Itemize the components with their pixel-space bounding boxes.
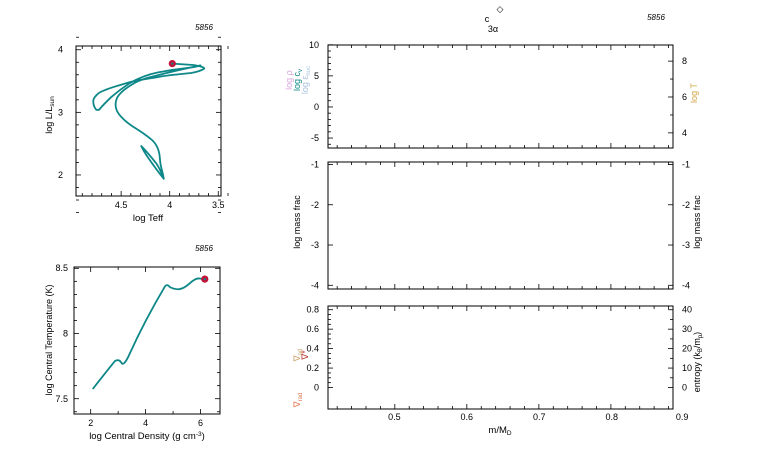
svg-text:8: 8: [682, 56, 687, 66]
svg-text:-1: -1: [682, 160, 690, 170]
svg-text:0.2: 0.2: [306, 363, 319, 373]
svg-text:-3: -3: [682, 240, 690, 250]
svg-text:log Central Temperature (K): log Central Temperature (K): [44, 285, 54, 396]
svg-text:-2: -2: [682, 200, 690, 210]
svg-text:0.8: 0.8: [605, 412, 618, 422]
svg-text:0.6: 0.6: [461, 412, 474, 422]
svg-text:4.5: 4.5: [115, 200, 128, 210]
svg-text:4: 4: [167, 200, 172, 210]
svg-text:log L/Lsun: log L/Lsun: [44, 96, 56, 134]
svg-text:c: c: [485, 14, 490, 24]
svg-text:4: 4: [682, 128, 687, 138]
svg-text:2: 2: [58, 170, 63, 180]
svg-text:0.6: 0.6: [306, 324, 319, 334]
svg-text:8.5: 8.5: [55, 263, 68, 273]
svg-text:-4: -4: [682, 280, 690, 290]
svg-text:∇*: ∇*: [300, 350, 310, 361]
svg-text:-1: -1: [311, 160, 319, 170]
svg-text:3: 3: [58, 107, 63, 117]
svg-text:◇: ◇: [497, 4, 504, 14]
svg-text:-3: -3: [311, 240, 319, 250]
svg-text:-2: -2: [311, 200, 319, 210]
svg-text:log Teff: log Teff: [133, 213, 164, 224]
svg-text:log T: log T: [689, 83, 699, 103]
svg-text:log mass frac: log mass frac: [692, 195, 702, 249]
svg-text:30: 30: [682, 324, 692, 334]
svg-text:0.5: 0.5: [388, 412, 401, 422]
svg-text:0: 0: [682, 383, 687, 393]
svg-text:4: 4: [143, 418, 148, 428]
svg-text:4: 4: [58, 45, 63, 55]
svg-text:40: 40: [682, 305, 692, 315]
svg-text:5856: 5856: [195, 244, 213, 253]
svg-text:log Central Density (g cm-3): log Central Density (g cm-3): [89, 431, 205, 442]
svg-text:8: 8: [63, 329, 68, 339]
svg-text:m/MD: m/MD: [488, 425, 511, 437]
svg-text:6: 6: [198, 418, 203, 428]
svg-text:3.5: 3.5: [212, 200, 225, 210]
svg-text:0.9: 0.9: [676, 412, 689, 422]
svg-text:3α: 3α: [488, 24, 498, 34]
svg-text:0.7: 0.7: [533, 412, 546, 422]
svg-text:5856: 5856: [647, 13, 665, 22]
svg-text:20: 20: [682, 344, 692, 354]
svg-text:-4: -4: [311, 280, 319, 290]
svg-text:log mass frac: log mass frac: [292, 195, 302, 249]
svg-text:2: 2: [88, 418, 93, 428]
svg-text:-5: -5: [311, 133, 319, 143]
svg-text:6: 6: [682, 92, 687, 102]
svg-text:0: 0: [314, 102, 319, 112]
svg-text:0.8: 0.8: [306, 305, 319, 315]
svg-text:10: 10: [682, 363, 692, 373]
svg-text:∇rad: ∇rad: [292, 393, 304, 409]
svg-text:0: 0: [314, 383, 319, 393]
svg-text:10: 10: [309, 40, 319, 50]
svg-text:entropy (kB/mp): entropy (kB/mp): [692, 332, 704, 392]
svg-text:5856: 5856: [195, 23, 213, 32]
svg-text:7.5: 7.5: [55, 394, 68, 404]
svg-text:5: 5: [314, 71, 319, 81]
